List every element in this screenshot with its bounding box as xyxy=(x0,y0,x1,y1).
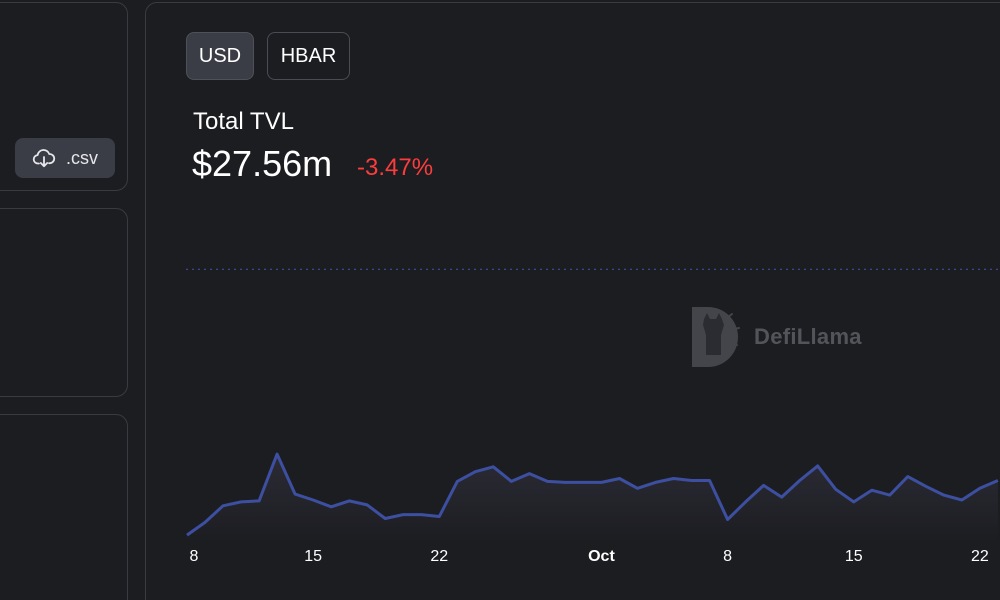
download-csv-label: .csv xyxy=(65,147,98,168)
x-tick-label: 8 xyxy=(723,548,732,565)
total-tvl-label: Total TVL xyxy=(193,108,294,135)
x-axis-ticks: 8 15 22 Oct 8 15 22 xyxy=(190,548,989,565)
download-csv-button[interactable]: .csv xyxy=(15,138,115,178)
x-tick-label: Oct xyxy=(588,548,615,565)
x-tick-label: 15 xyxy=(845,548,863,565)
watermark-text: DefiLlama xyxy=(754,324,862,349)
x-tick-label: 22 xyxy=(430,548,448,565)
tvl-line xyxy=(186,452,999,537)
cloud-download-icon xyxy=(32,149,56,168)
side-panel-bottom xyxy=(0,414,128,600)
x-tick-label: 15 xyxy=(304,548,322,565)
side-panel-middle xyxy=(0,208,128,397)
x-tick-label: 8 xyxy=(190,548,199,565)
defillama-watermark: DefiLlama xyxy=(688,305,862,369)
tvl-area xyxy=(187,454,998,542)
denomination-usd-button[interactable]: USD xyxy=(186,32,254,80)
total-tvl-value: $27.56m xyxy=(192,143,333,184)
denomination-hbar-button[interactable]: HBAR xyxy=(267,32,350,80)
x-tick-label: 22 xyxy=(971,548,989,565)
llama-logo-icon xyxy=(692,307,740,367)
tvl-change-percent: -3.47% xyxy=(357,154,434,181)
